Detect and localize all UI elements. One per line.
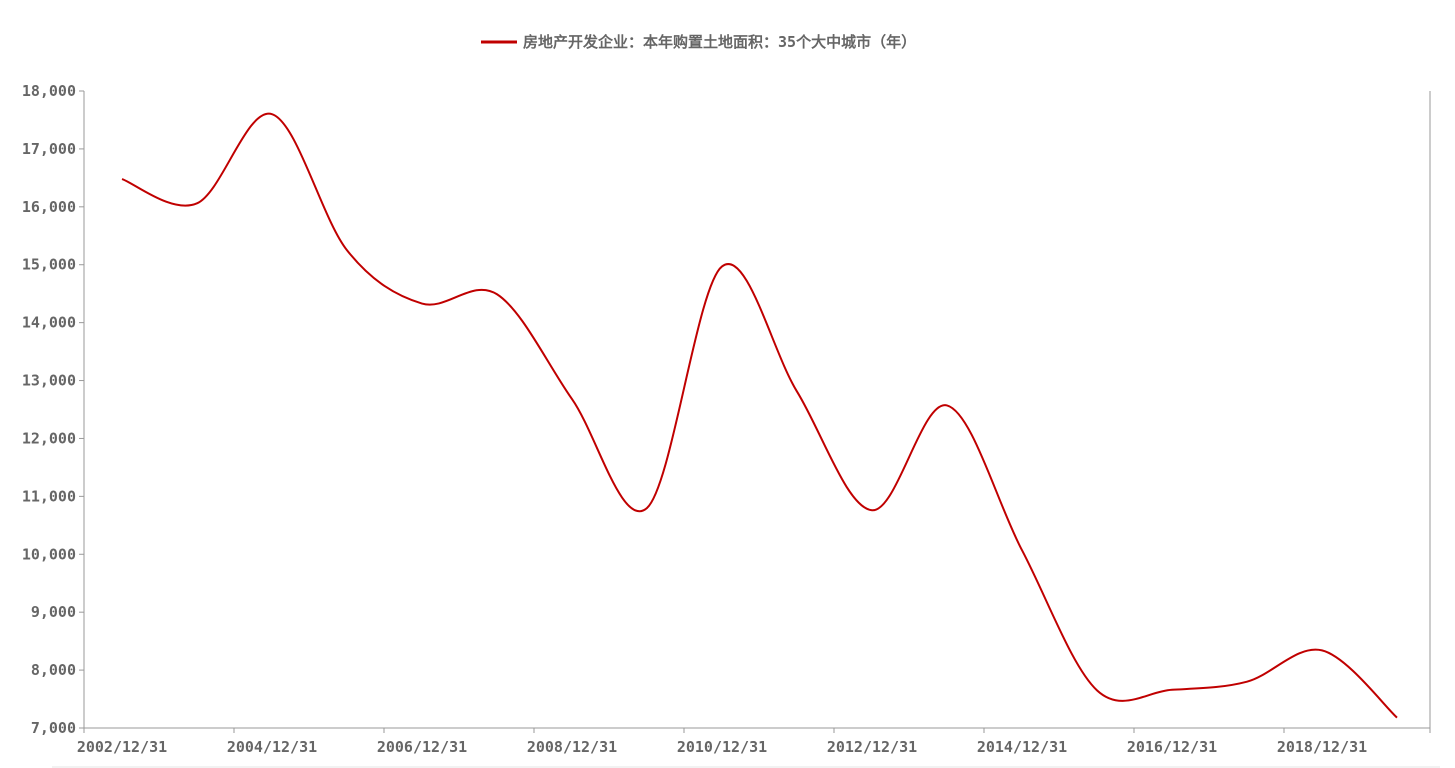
y-tick-label: 11,000 — [22, 487, 76, 505]
legend[interactable]: 房地产开发企业：本年购置土地面积：35个大中城市（年） — [481, 33, 916, 51]
y-tick-label: 18,000 — [22, 82, 76, 100]
x-tick-label: 2004/12/31 — [227, 738, 317, 756]
y-tick-label: 16,000 — [22, 198, 76, 216]
y-tick-label: 9,000 — [31, 603, 76, 621]
series-layer — [121, 113, 1398, 719]
y-axis-ticks: 7,000 8,000 9,000 10,000 11,000 12,000 13,000 1… — [22, 82, 84, 737]
axes — [83, 91, 1431, 729]
y-tick-label: 17,000 — [22, 140, 76, 158]
series-line — [121, 113, 1398, 719]
y-tick-label: 14,000 — [22, 314, 76, 332]
x-tick-label: 2006/12/31 — [377, 738, 467, 756]
x-tick-label: 2016/12/31 — [1127, 738, 1217, 756]
y-tick-label: 15,000 — [22, 256, 76, 274]
x-tick-label: 2012/12/31 — [827, 738, 917, 756]
x-tick-label: 2008/12/31 — [527, 738, 617, 756]
x-axis-ticks: 2002/12/31 2004/12/31 2006/12/31 2008/12/31… — [77, 728, 1431, 756]
y-tick-label: 13,000 — [22, 372, 76, 390]
x-tick-label: 2014/12/31 — [977, 738, 1067, 756]
y-tick-label: 7,000 — [31, 719, 76, 737]
x-tick-label: 2002/12/31 — [77, 738, 167, 756]
y-tick-label: 8,000 — [31, 661, 76, 679]
legend-label: 房地产开发企业：本年购置土地面积：35个大中城市（年） — [523, 33, 916, 51]
y-tick-label: 12,000 — [22, 429, 76, 447]
x-tick-label: 2010/12/31 — [677, 738, 767, 756]
x-tick-label: 2018/12/31 — [1277, 738, 1367, 756]
y-tick-label: 10,000 — [22, 545, 76, 563]
